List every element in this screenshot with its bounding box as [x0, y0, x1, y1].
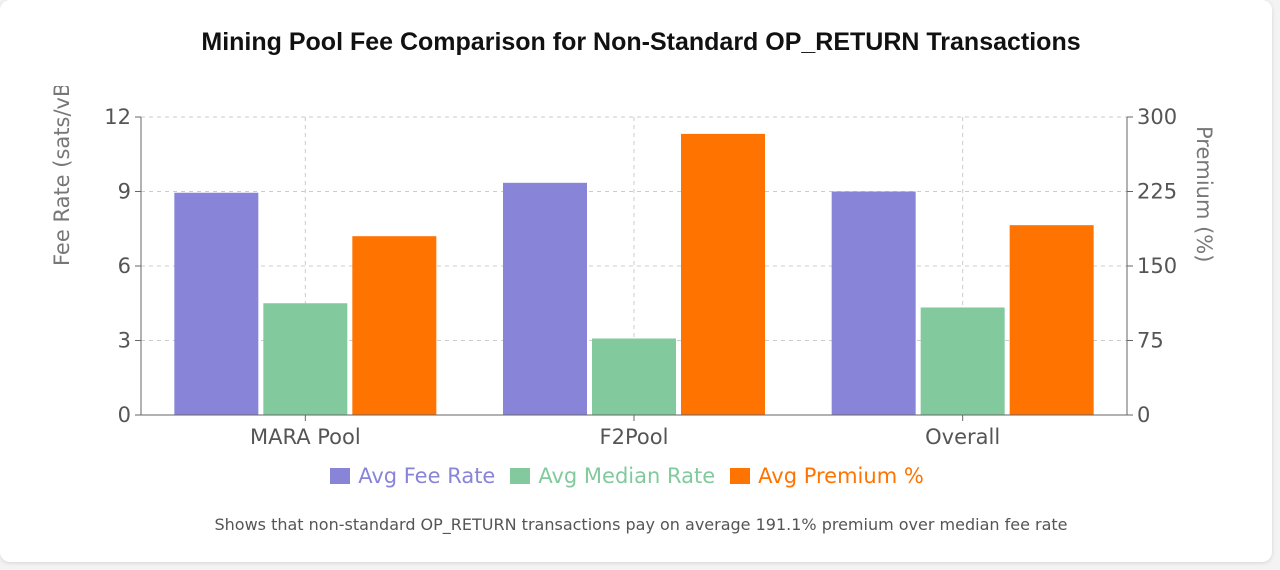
legend-item-median-rate[interactable]: Avg Median Rate	[510, 464, 715, 488]
bar-avg-fee-rate-mara-pool	[174, 192, 259, 415]
y2-tick-label: 150	[1137, 254, 1177, 278]
legend-swatch-fee-rate	[330, 468, 351, 484]
bar-avg-median-rate-f2pool	[592, 338, 676, 415]
bar-avg-premium-mara-pool	[352, 236, 437, 415]
x-tick-label: Overall	[925, 425, 1000, 449]
y-axis-title: Fee Rate (sats/vB)	[50, 74, 74, 266]
legend-label-premium: Avg Premium %	[758, 464, 924, 488]
chart-footnote: Shows that non-standard OP_RETURN transa…	[214, 515, 1068, 534]
y-tick-label: 3	[118, 329, 131, 353]
x-tick-label: MARA Pool	[250, 425, 361, 449]
bar-avg-fee-rate-overall	[831, 191, 916, 415]
legend-swatch-median-rate	[510, 468, 531, 484]
chart-title: Mining Pool Fee Comparison for Non-Stand…	[201, 28, 1081, 56]
bar-avg-premium-overall	[1009, 225, 1094, 415]
bar-avg-premium-f2pool	[681, 133, 765, 416]
bar-avg-fee-rate-f2pool	[503, 182, 587, 415]
legend: Avg Fee Rate Avg Median Rate Avg Premium…	[0, 464, 1254, 488]
bars-group	[174, 133, 1094, 416]
y2-tick-label: 225	[1137, 180, 1177, 204]
legend-swatch-premium	[730, 468, 751, 484]
y2-tick-label: 75	[1137, 329, 1164, 353]
bar-avg-median-rate-mara-pool	[263, 303, 348, 415]
legend-item-premium[interactable]: Avg Premium %	[730, 464, 924, 488]
bar-avg-median-rate-overall	[920, 307, 1005, 415]
legend-label-fee-rate: Avg Fee Rate	[358, 464, 496, 488]
bar-chart: 0 3 6 9 12 0 75 150 225 300 MARA Pool F2Pool Overall…	[50, 74, 1216, 449]
chart-card: Mining Pool Fee Comparison for Non-Stand…	[0, 0, 1272, 562]
y-tick-label: 6	[118, 254, 131, 278]
legend-label-median-rate: Avg Median Rate	[538, 464, 716, 488]
y2-tick-label: 300	[1137, 105, 1177, 129]
y-tick-label: 9	[118, 180, 131, 204]
y2-axis-title: Premium (%)	[1192, 126, 1216, 262]
axes: 0 3 6 9 12 0 75 150 225 300 MARA Pool F2Pool Overall	[104, 105, 1177, 449]
y2-tick-label: 0	[1137, 403, 1150, 427]
x-tick-label: F2Pool	[600, 425, 669, 449]
legend-item-fee-rate[interactable]: Avg Fee Rate	[330, 464, 495, 488]
y-tick-label: 0	[118, 403, 131, 427]
y-tick-label: 12	[104, 105, 131, 129]
